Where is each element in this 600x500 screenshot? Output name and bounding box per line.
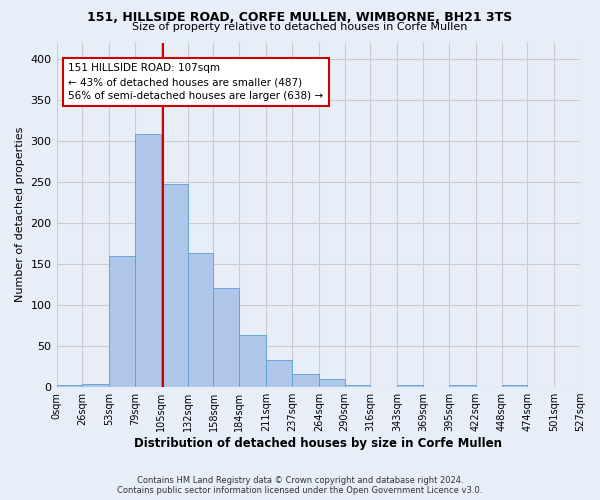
Bar [82, 384, 109, 387]
Text: 151, HILLSIDE ROAD, CORFE MULLEN, WIMBORNE, BH21 3TS: 151, HILLSIDE ROAD, CORFE MULLEN, WIMBOR… [88, 11, 512, 24]
Bar [188, 254, 214, 387]
Bar [449, 384, 476, 387]
X-axis label: Distribution of detached houses by size in Corfe Mullen: Distribution of detached houses by size … [134, 437, 502, 450]
Text: Contains HM Land Registry data © Crown copyright and database right 2024.
Contai: Contains HM Land Registry data © Crown c… [118, 476, 482, 495]
Bar [266, 360, 292, 387]
Bar [214, 288, 239, 387]
Bar [109, 256, 135, 387]
Bar [292, 374, 319, 387]
Bar [161, 184, 188, 387]
Text: Size of property relative to detached houses in Corfe Mullen: Size of property relative to detached ho… [133, 22, 467, 32]
Bar [239, 334, 266, 387]
Bar [344, 384, 370, 387]
Bar [56, 386, 82, 387]
Text: 151 HILLSIDE ROAD: 107sqm
← 43% of detached houses are smaller (487)
56% of semi: 151 HILLSIDE ROAD: 107sqm ← 43% of detac… [68, 63, 323, 101]
Bar [319, 379, 344, 387]
Bar [135, 134, 161, 387]
Y-axis label: Number of detached properties: Number of detached properties [15, 127, 25, 302]
Bar [397, 384, 423, 387]
Bar [502, 384, 527, 387]
